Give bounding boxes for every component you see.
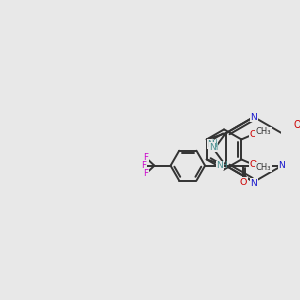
Text: N: N [217, 161, 223, 170]
Text: O: O [249, 160, 257, 169]
Text: O: O [249, 130, 257, 139]
Text: O: O [240, 178, 247, 187]
Text: CH₃: CH₃ [256, 163, 272, 172]
Text: O: O [293, 120, 300, 130]
Text: F: F [144, 153, 148, 162]
Text: N: N [207, 140, 214, 149]
Text: F: F [144, 169, 148, 178]
Text: N: N [278, 161, 285, 170]
Text: F: F [141, 161, 146, 170]
Text: N: N [250, 112, 257, 122]
Text: N: N [209, 143, 216, 152]
Text: H: H [221, 161, 227, 170]
Text: H: H [211, 139, 217, 148]
Text: CH₃: CH₃ [256, 127, 272, 136]
Text: N: N [250, 179, 257, 188]
Text: H: H [211, 143, 217, 152]
